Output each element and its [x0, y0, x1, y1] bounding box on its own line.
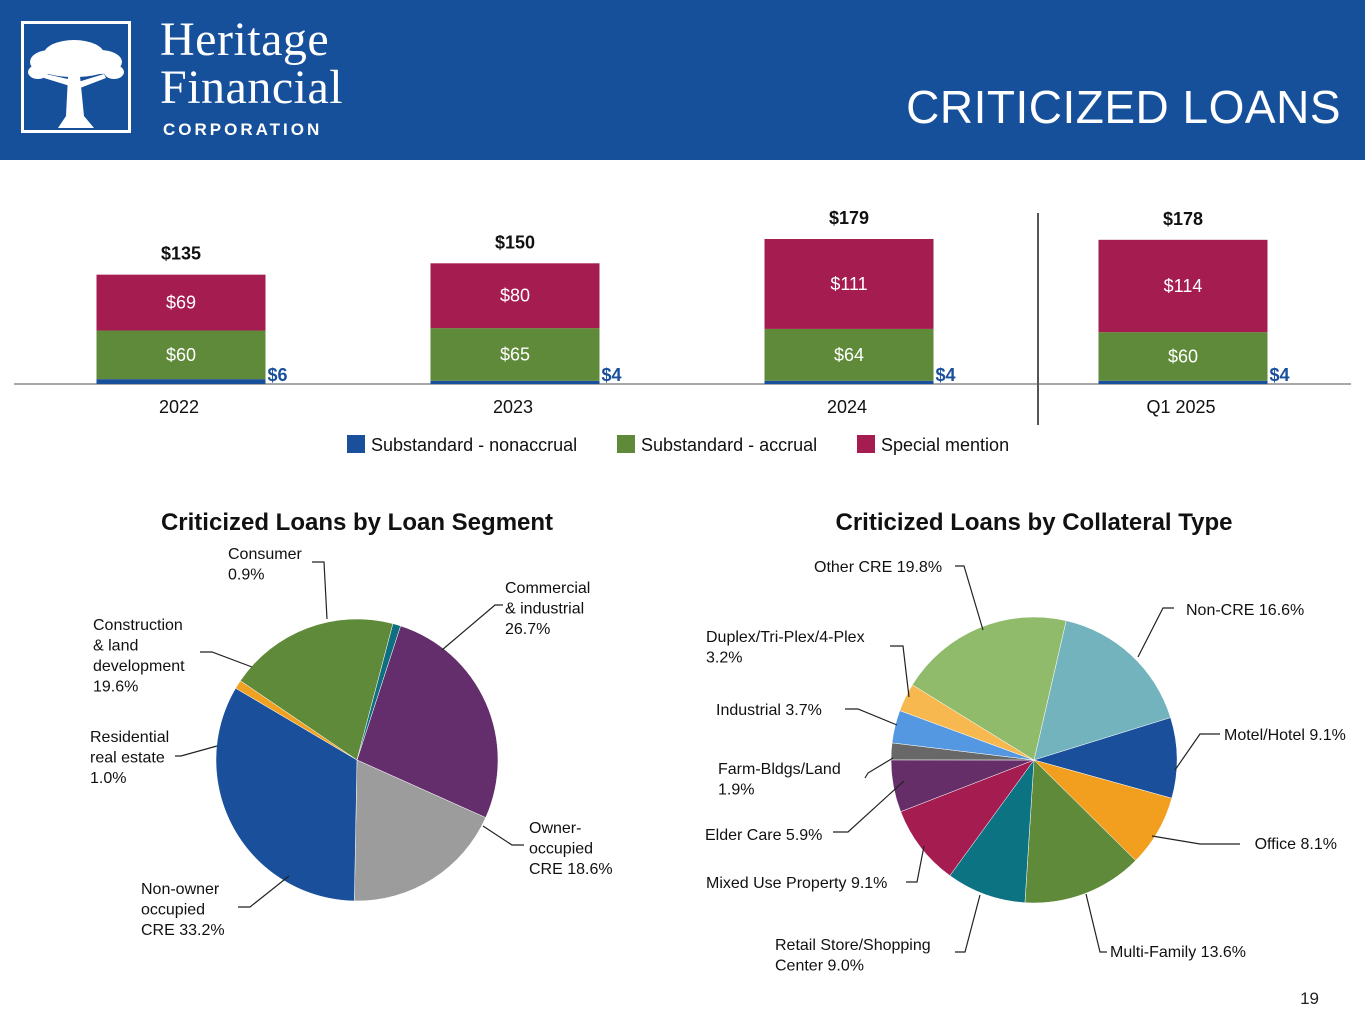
bar-total-q1-2025: $178	[1163, 209, 1203, 229]
bar-2024-special-mention	[764, 239, 934, 329]
pie-slice-consumer	[356, 623, 401, 761]
pie-slice-retail-store-shopping-center	[949, 759, 1035, 903]
x-tick-2022: 2022	[159, 397, 199, 417]
legend-swatch-special-mention	[857, 435, 875, 453]
pie-label-non-cre: Non-CRE 16.6%	[1186, 602, 1304, 619]
leader-line-office	[1151, 835, 1240, 845]
bar-2023-substandard-accrual	[430, 328, 600, 381]
bar-2024-substandard-nonaccrual	[764, 380, 934, 384]
bar-total-2022: $135	[161, 244, 201, 264]
pie-label-commercial-industrial: Commercial & industrial 26.7%	[505, 580, 590, 638]
bar-label-2023-substandard-accrual: $65	[500, 344, 530, 364]
leader-line-commercial-industrial	[441, 604, 503, 651]
pie-slice-motel-hotel	[1033, 717, 1178, 799]
pie-slice-construction-land-development	[240, 618, 394, 761]
pie-label-motel-hotel: Motel/Hotel 9.1%	[1224, 727, 1346, 744]
leader-line-elder-care	[833, 780, 905, 833]
pie-slice-non-owner-occupied-cre	[215, 687, 358, 902]
legend-swatch-substandard-nonaccrual	[347, 435, 365, 453]
leader-line-farm-bldgs-land	[864, 757, 894, 779]
leader-line-owner-occupied-cre	[482, 825, 524, 846]
pie-label-elder-care: Elder Care 5.9%	[705, 827, 822, 844]
bar-label-2024-substandard-nonaccrual: $4	[936, 365, 956, 385]
pie-label-owner-occupied-cre: Owner-occupied CRE 18.6%	[529, 820, 613, 878]
brand-line-2: Financial	[160, 61, 344, 114]
brand-wordmark: Heritage Financial CORPORATION	[160, 16, 343, 140]
page-title: CRITICIZED LOANS	[906, 81, 1341, 133]
bar-label-2022-substandard-accrual: $60	[166, 345, 196, 365]
pie-label-residential-real-estate: Residential real estate 1.0%	[90, 729, 169, 787]
pie-slice-mixed-use-property	[900, 759, 1035, 876]
bar-2024-substandard-accrual	[764, 328, 934, 381]
bar-2022-substandard-accrual	[96, 330, 266, 380]
pie-slice-multi-family	[1024, 759, 1137, 904]
leader-line-mixed-use-property	[906, 845, 925, 883]
legend-label-substandard-accrual: Substandard - accrual	[641, 435, 817, 455]
bar-2023-special-mention	[430, 263, 600, 329]
bar-q1-2025-substandard-nonaccrual	[1098, 380, 1268, 384]
bar-q1-2025-special-mention	[1098, 239, 1268, 333]
legend-label-special-mention: Special mention	[881, 435, 1009, 455]
leader-line-non-cre	[1137, 607, 1174, 658]
charts-canvas: $6 $60 $69 $135 2022 $4 $65 $80 $150 2023 $4 $64 $11…	[14, 208, 1351, 975]
pie-title-segment: Criticized Loans by Loan Segment	[161, 509, 553, 536]
bar-label-q1-2025-special-mention: $114	[1164, 276, 1203, 296]
pie-label-duplex-tri-plex-4-plex: Duplex/Tri-Plex/4-Plex 3.2%	[706, 629, 865, 667]
page-number: 19	[1300, 989, 1319, 1008]
x-tick-q1-2025: Q1 2025	[1146, 397, 1215, 417]
leader-line-multi-family	[1085, 893, 1107, 953]
bar-total-2023: $150	[495, 232, 535, 252]
header-banner: Heritage Financial CORPORATION CRITICIZE…	[0, 0, 1365, 160]
pie-label-consumer: Consumer 0.9%	[228, 546, 302, 584]
leader-line-motel-hotel	[1174, 733, 1220, 771]
pie-label-farm-bldgs-land: Farm-Bldgs/Land 1.9%	[718, 761, 841, 799]
x-tick-2023: 2023	[493, 397, 533, 417]
bar-label-2024-special-mention: $111	[830, 274, 867, 294]
bar-2023-substandard-nonaccrual	[430, 380, 600, 384]
pie-slice-owner-occupied-cre	[354, 759, 487, 902]
bar-label-2024-substandard-accrual: $64	[834, 345, 864, 365]
leader-line-non-owner-occupied-cre	[238, 875, 290, 908]
bar-label-2022-substandard-nonaccrual: $6	[268, 365, 288, 385]
pie-label-multi-family: Multi-Family 13.6%	[1110, 944, 1246, 961]
pie-label-industrial: Industrial 3.7%	[716, 702, 822, 719]
leader-line-residential-real-estate	[175, 745, 218, 757]
pie-label-mixed-use-property: Mixed Use Property 9.1%	[706, 875, 887, 892]
legend-swatch-substandard-accrual	[617, 435, 635, 453]
bar-label-2023-substandard-nonaccrual: $4	[602, 365, 622, 385]
pie-title-collateral: Criticized Loans by Collateral Type	[836, 509, 1233, 536]
pie-label-non-owner-occupied-cre: Non-owner occupied CRE 33.2%	[141, 881, 225, 939]
pie-slice-non-cre	[1033, 620, 1171, 761]
pie-label-office: Office 8.1%	[1255, 836, 1337, 853]
brand-line-1: Heritage	[160, 13, 330, 66]
leader-line-duplex-tri-plex-4-plex	[890, 645, 910, 698]
leader-line-consumer	[312, 561, 328, 620]
bar-q1-2025-substandard-accrual	[1098, 332, 1268, 381]
pie-label-other-cre: Other CRE 19.8%	[814, 559, 942, 576]
pie-slice-commercial-industrial	[356, 625, 499, 818]
legend-label-substandard-nonaccrual: Substandard - nonaccrual	[371, 435, 577, 455]
bar-2022-special-mention	[96, 274, 266, 331]
bar-label-2022-special-mention: $69	[166, 293, 196, 313]
leader-line-retail-store-shopping-center	[955, 894, 981, 953]
pie-label-retail-store-shopping-center: Retail Store/Shopping Center 9.0%	[775, 937, 931, 975]
leader-line-construction-land-development	[200, 651, 253, 668]
bar-label-2023-special-mention: $80	[500, 286, 530, 306]
bar-total-2024: $179	[829, 208, 869, 228]
brand-line-3: CORPORATION	[163, 120, 323, 139]
pie-slice-other-cre	[912, 616, 1067, 761]
leader-line-industrial	[845, 708, 898, 726]
leader-line-other-cre	[955, 565, 984, 631]
logo-tree-icon	[21, 21, 131, 133]
bar-label-q1-2025-substandard-nonaccrual: $4	[1270, 365, 1290, 385]
pie-label-construction-land-development: Construction & land development 19.6%	[93, 617, 185, 696]
x-tick-2024: 2024	[827, 397, 867, 417]
bar-label-q1-2025-substandard-accrual: $60	[1168, 346, 1198, 366]
bar-2022-substandard-nonaccrual	[96, 379, 266, 384]
